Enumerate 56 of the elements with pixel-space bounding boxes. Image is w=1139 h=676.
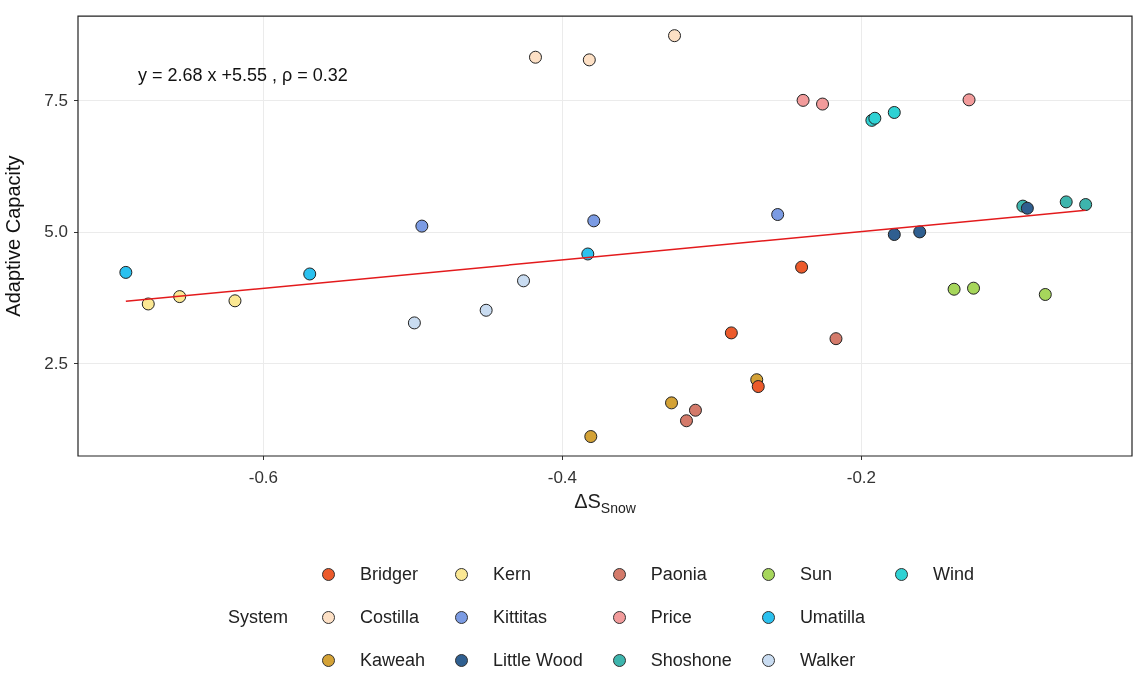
- legend-label: Wind: [932, 564, 974, 585]
- point: [771, 208, 785, 222]
- legend-label: Kern: [493, 564, 532, 585]
- legend-label: Walker: [799, 650, 856, 671]
- x-tick-label: -0.2: [846, 467, 877, 487]
- point: [967, 281, 981, 295]
- legend-label: Price: [650, 607, 692, 628]
- point: [913, 225, 927, 239]
- point: [665, 396, 679, 410]
- legend-label: Little Wood: [493, 650, 583, 671]
- legend-label: Umatilla: [799, 607, 865, 628]
- point: [141, 297, 155, 311]
- point: [829, 332, 843, 346]
- annotation: y = 2.68 x +5.55 , ρ = 0.32: [138, 65, 348, 86]
- legend-label: Costilla: [360, 607, 420, 628]
- point: [1079, 198, 1093, 212]
- point: [407, 316, 421, 330]
- point: [479, 303, 493, 317]
- point: [688, 403, 702, 417]
- y-tick-label: 5.0: [44, 222, 68, 242]
- y-tick-label: 7.5: [44, 90, 68, 110]
- point: [816, 97, 830, 111]
- point: [724, 326, 738, 340]
- legend-label: Kaweah: [360, 650, 426, 671]
- point: [668, 29, 682, 43]
- legend-label: Shoshone: [650, 650, 732, 671]
- point: [947, 282, 961, 296]
- point: [887, 105, 901, 119]
- x-axis-title: ΔS$_{Snow}$: [574, 490, 636, 516]
- point: [584, 430, 598, 444]
- y-tick-label: 2.5: [44, 353, 68, 373]
- y-axis-title: Adaptive Capacity: [1, 155, 24, 317]
- x-tick-label: -0.6: [248, 467, 279, 487]
- point: [679, 414, 693, 428]
- legend-label: Paonia: [650, 564, 707, 585]
- point: [1059, 195, 1073, 209]
- point: [517, 274, 531, 288]
- point: [795, 260, 809, 274]
- point: [751, 380, 765, 394]
- legend-title: System: [228, 607, 289, 628]
- legend-label: Sun: [799, 564, 832, 585]
- legend-label: Kittitas: [493, 607, 548, 628]
- x-tick-label: -0.4: [547, 467, 578, 487]
- point: [1038, 287, 1052, 301]
- point: [119, 265, 133, 279]
- point: [796, 93, 810, 107]
- point: [528, 50, 542, 64]
- point: [962, 93, 976, 107]
- point: [303, 267, 317, 281]
- point: [228, 294, 242, 308]
- legend-label: Bridger: [360, 564, 419, 585]
- point: [1020, 201, 1034, 215]
- point: [587, 214, 601, 228]
- point: [887, 228, 901, 242]
- point: [582, 53, 596, 67]
- point: [415, 219, 429, 233]
